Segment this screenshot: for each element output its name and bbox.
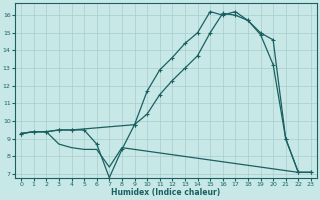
X-axis label: Humidex (Indice chaleur): Humidex (Indice chaleur)	[111, 188, 221, 197]
